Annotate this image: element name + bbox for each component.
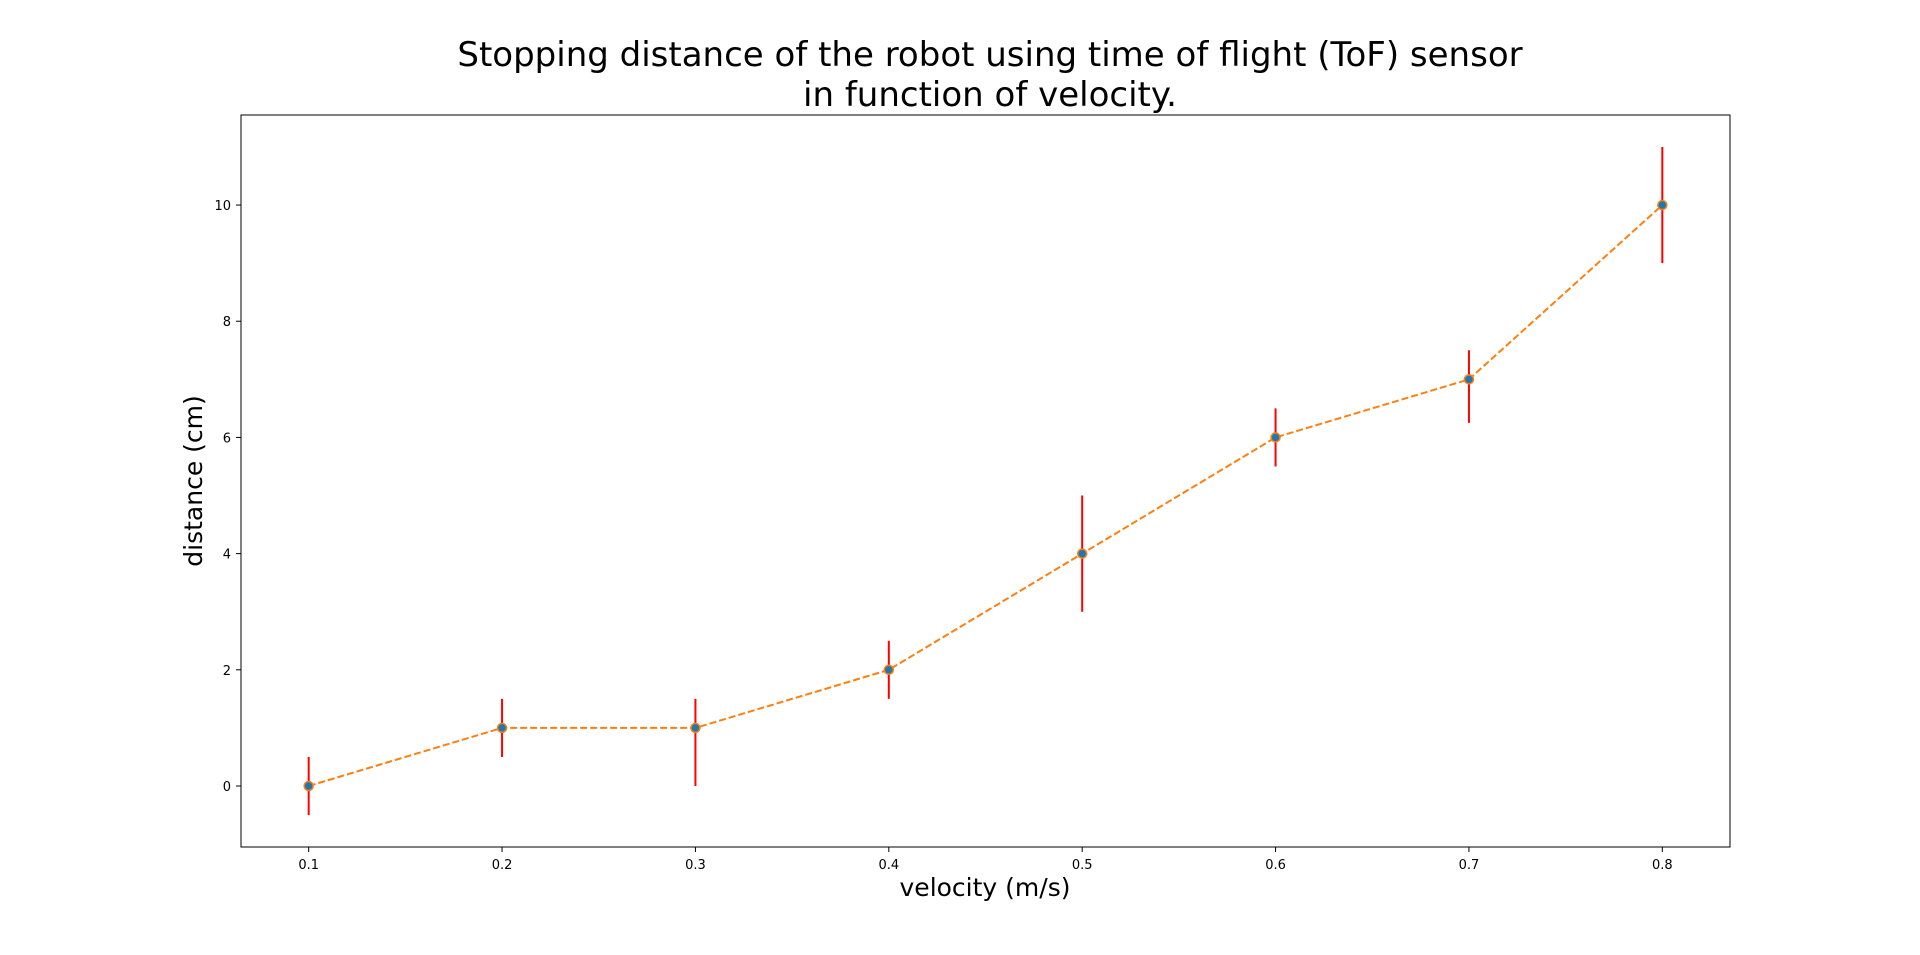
- data-point: [1657, 199, 1668, 211]
- data-point: [690, 722, 701, 734]
- x-tick-label: 0.2: [492, 858, 513, 873]
- x-axis-label: velocity (m/s): [900, 873, 1071, 902]
- y-tick-label: 0: [223, 780, 231, 795]
- x-tick-label: 0.5: [1072, 858, 1093, 873]
- x-tick-label: 0.1: [298, 858, 319, 873]
- y-tick-label: 10: [214, 199, 231, 214]
- data-point: [1076, 548, 1088, 559]
- data-point: [1463, 374, 1475, 385]
- chart-title-line-1: Stopping distance of the robot using tim…: [457, 35, 1522, 75]
- plot-area: [303, 146, 1668, 816]
- series-line: [308, 204, 1663, 787]
- data-point: [496, 722, 508, 734]
- x-tick-label: 0.4: [878, 858, 899, 873]
- x-tick-label: 0.6: [1265, 858, 1286, 873]
- x-tick-label: 0.3: [685, 858, 706, 873]
- y-tick-label: 2: [223, 664, 231, 679]
- y-tick-label: 6: [223, 431, 231, 446]
- y-tick-label: 4: [223, 548, 231, 563]
- chart-title-line-2: in function of velocity.: [803, 75, 1177, 115]
- y-axis-label: distance (cm): [179, 395, 208, 566]
- data-point: [303, 780, 314, 792]
- data-point: [1270, 432, 1281, 443]
- x-tick-label: 0.8: [1652, 858, 1673, 873]
- data-point: [883, 664, 895, 676]
- plot-frame: [240, 114, 1731, 848]
- y-tick-label: 8: [223, 315, 231, 330]
- x-tick-label: 0.7: [1459, 858, 1480, 873]
